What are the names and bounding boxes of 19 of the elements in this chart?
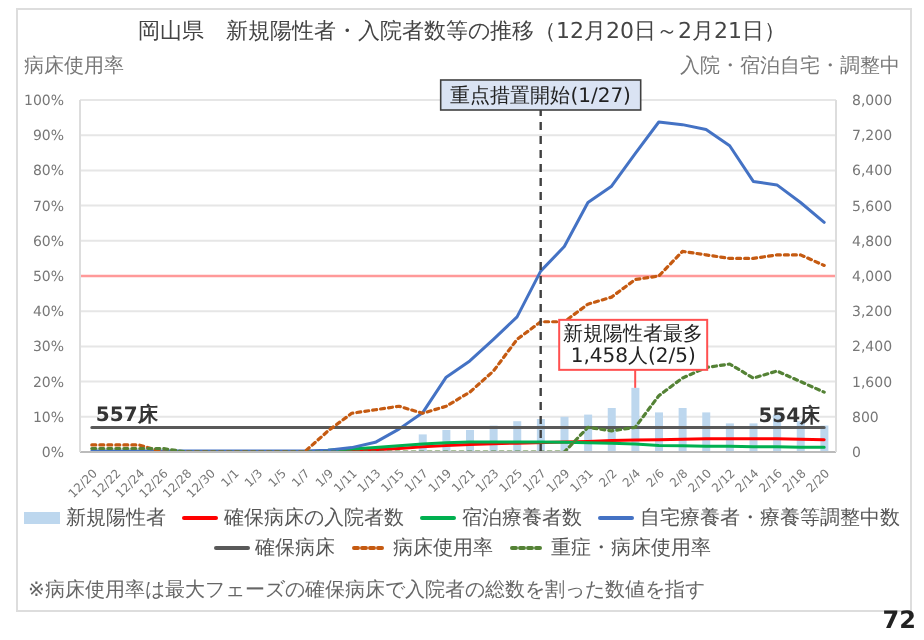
legend-label: 自宅療養者・療養等調整中数 [638,505,900,532]
legend-label: 確保病床の入院者数 [222,505,404,532]
legend-label: 病床使用率 [391,535,493,562]
annotation: 557床 [95,403,160,428]
line-series [90,120,826,452]
legend-label: 重症・病床使用率 [549,535,711,562]
y2-axis-title: 入院・宿泊自宅・調整中 [680,53,900,80]
ref-line-label: 重点措置開始(1/27) [450,84,632,108]
annotation: 新規陽性者最多 1,458人(2/5) [563,321,704,368]
text: ※病床使用率は最大フェーズの確保病床で入院者の総数を割った数値を指す [28,577,705,604]
text: 72 [882,606,916,634]
legend-label: 新規陽性者 [64,505,166,532]
legend-label: 確保病床 [253,535,335,562]
annotation: 554床 [758,403,823,428]
line-series [90,362,826,452]
chart-title: 岡山県 新規陽性者・入院者数等の推移（12月20日～2月21日） [136,16,788,46]
y-axis-title: 病床使用率 [24,53,124,80]
line-series [90,249,826,452]
legend-label: 宿泊療養者数 [460,505,582,532]
